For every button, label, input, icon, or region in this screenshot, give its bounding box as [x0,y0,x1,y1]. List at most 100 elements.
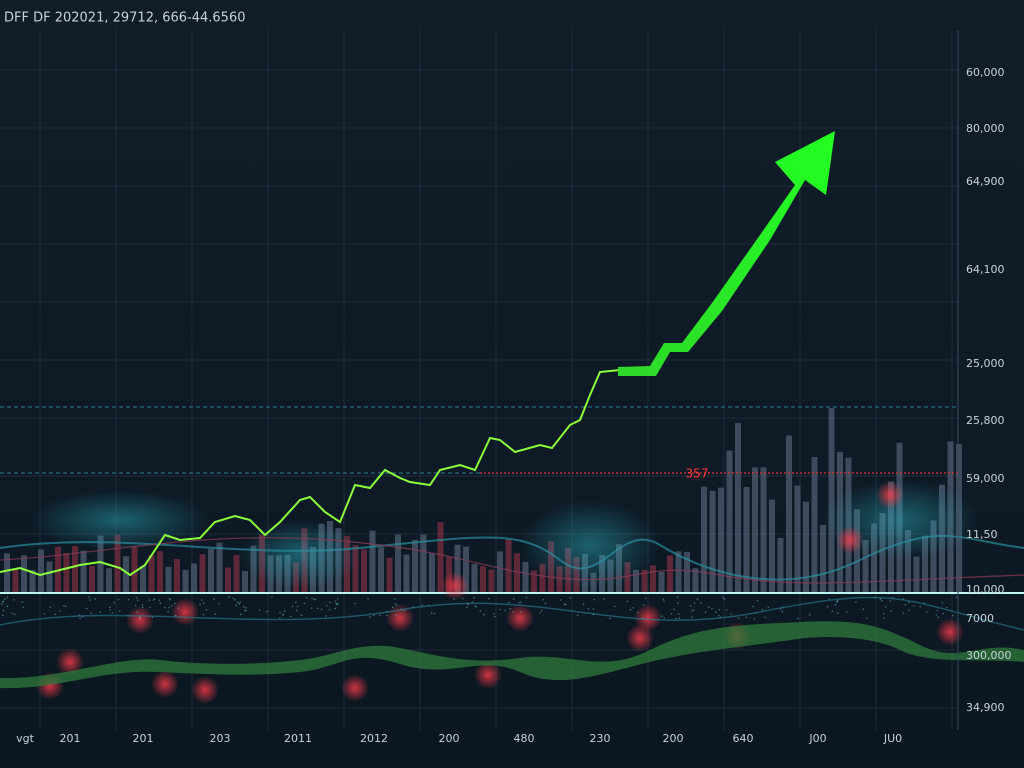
particle [205,609,208,611]
particle [593,598,595,601]
particle [238,603,240,605]
particle [504,609,506,612]
volume-bar [106,568,112,593]
particle [663,600,665,603]
volume-bar [174,558,180,593]
particle [109,606,111,609]
particle [592,608,595,610]
particle [718,608,721,611]
particle [525,596,528,599]
volume-bar [4,553,10,593]
particle [174,602,176,605]
volume-bar [522,561,529,593]
volume-bar [21,555,27,593]
volume-bar [216,542,223,593]
volume-bar [46,561,53,593]
y-axis-label: 80,000 [966,122,1005,135]
particle [282,614,284,616]
particle [483,613,485,616]
particle [49,606,52,608]
particle [692,609,695,611]
particle [170,604,173,607]
volume-bar [905,530,911,593]
volume-bar [726,450,733,593]
glow-dot [126,606,154,634]
volume-bar [913,556,920,593]
volume-bar [718,487,724,593]
particle [6,596,9,599]
particle [232,597,235,599]
particle [89,599,91,601]
particle [465,606,468,608]
volume-bar [692,568,699,593]
particle [637,611,639,614]
particle [137,599,139,602]
particle [153,598,156,600]
particle [479,610,482,612]
y-axis-labels: 60,000 80,000 64,900 64,100 25,000 25,800 59,0… [966,66,1012,714]
y-axis-label: 300,000 [966,649,1012,662]
volume-bar [63,553,70,593]
y-axis-label: 34,900 [966,701,1005,714]
volume-bar [752,467,758,593]
glow-dot [151,670,179,698]
volume-bar [633,569,639,593]
particle [781,610,784,613]
particle [266,610,269,613]
particle [167,611,169,613]
particle [239,601,241,604]
particle [691,616,693,618]
volume-bar [72,546,78,593]
particle [673,608,675,611]
particle [675,617,677,620]
particle [378,614,381,617]
x-axis-label: 201 [133,732,154,745]
y-axis-label: 25,000 [966,357,1005,370]
particle [117,598,120,601]
glow-dot [626,624,654,652]
volume-bar [199,554,206,593]
volume-bar [378,547,384,593]
x-axis-label: 200 [439,732,460,745]
volume-bar [420,534,427,593]
particle [845,611,848,613]
particle [395,613,397,616]
volume-bar [233,554,240,593]
volume-bar [463,546,469,593]
particle [881,599,883,602]
particle [111,611,114,614]
volume-bar [89,565,95,593]
particle [730,613,733,616]
particle [890,610,892,612]
particle [512,611,514,613]
x-axis-label: J00 [808,732,826,745]
particle [335,602,337,605]
particle [908,601,910,604]
particle [913,605,915,607]
volume-bar [743,486,750,593]
particle [303,602,306,605]
particle [305,596,308,599]
particle [320,608,323,611]
particle [563,603,566,606]
particle [519,611,522,613]
particle [245,609,247,612]
particle [942,612,944,615]
particle [433,612,436,615]
volume-bar [191,563,197,593]
particle [316,607,319,610]
particle [475,605,477,608]
y-axis-label: 25,800 [966,414,1005,427]
volume-bar [675,551,682,593]
particle [138,617,141,620]
particle [756,599,759,602]
volume-bar [803,501,809,593]
particle [761,608,764,611]
particle [725,609,728,611]
particle [199,603,201,606]
wave-line [0,534,1024,581]
particle [79,617,81,620]
volume-bar [242,571,248,593]
header: DFF DF 202021, 29712, 666-44.6560 [4,11,246,26]
x-axis-labels: vgt 201 201 203 2011 2012 200 480 230 200 640 J00 JU… [16,732,902,745]
